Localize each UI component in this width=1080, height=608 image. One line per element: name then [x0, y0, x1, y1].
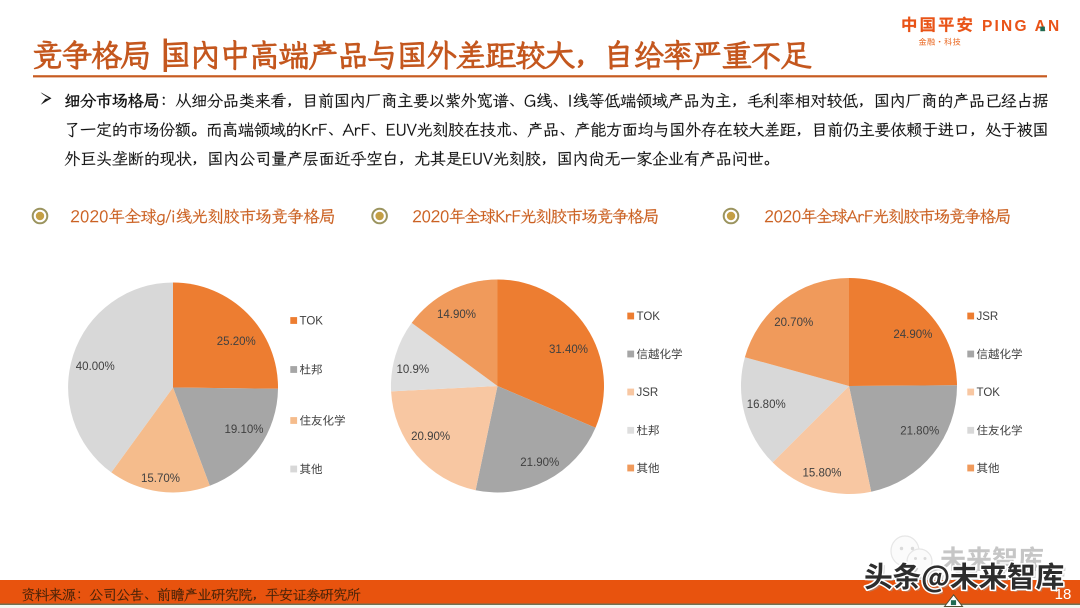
svg-text:18: 18	[1055, 586, 1072, 603]
svg-text:TOK: TOK	[977, 387, 1001, 399]
svg-text:14.90%: 14.90%	[437, 309, 476, 321]
svg-text:31.40%: 31.40%	[549, 344, 588, 356]
svg-text:20.90%: 20.90%	[411, 431, 450, 443]
svg-text:40.00%: 40.00%	[76, 361, 115, 373]
svg-text:15.80%: 15.80%	[802, 467, 841, 479]
svg-text:21.80%: 21.80%	[900, 426, 939, 438]
svg-text:PING AN: PING AN	[982, 18, 1061, 35]
svg-text:21.90%: 21.90%	[520, 457, 559, 469]
svg-text:10.9%: 10.9%	[396, 364, 429, 376]
svg-text:16.80%: 16.80%	[747, 399, 786, 411]
svg-text:JSR: JSR	[977, 311, 999, 323]
svg-text:JSR: JSR	[637, 387, 659, 399]
svg-text:19.10%: 19.10%	[224, 424, 263, 436]
svg-text:25.20%: 25.20%	[217, 336, 256, 348]
svg-text:15.70%: 15.70%	[141, 473, 180, 485]
svg-text:TOK: TOK	[300, 316, 324, 328]
svg-text:TOK: TOK	[637, 311, 661, 323]
svg-text:24.90%: 24.90%	[893, 329, 932, 341]
svg-text:20.70%: 20.70%	[774, 317, 813, 329]
